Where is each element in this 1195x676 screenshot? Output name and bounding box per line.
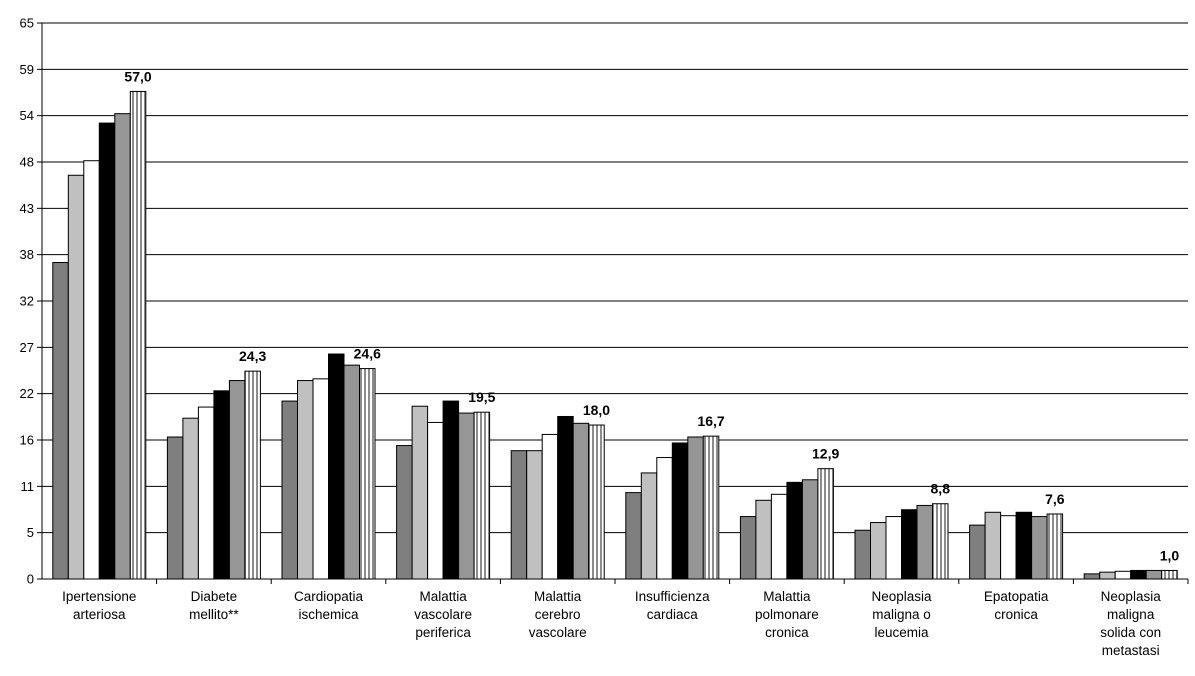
bar-white bbox=[1114, 570, 1132, 580]
y-tick-label: 16 bbox=[20, 433, 34, 448]
data-label: 19,5 bbox=[468, 389, 495, 405]
category-label: Malattia vascolare periferica bbox=[414, 589, 472, 640]
bar-gray bbox=[572, 422, 590, 580]
category-label: Diabete mellito** bbox=[189, 589, 239, 622]
bar-striped bbox=[244, 370, 261, 580]
bar-black bbox=[1015, 511, 1033, 580]
bar-striped bbox=[1161, 569, 1178, 580]
category-label: Malattia cerebro vascolare bbox=[529, 589, 587, 640]
category-label: Ipertensione arteriosa bbox=[62, 589, 136, 622]
bar-dark-gray bbox=[166, 436, 184, 580]
y-tick-label: 27 bbox=[20, 340, 34, 355]
bar-white bbox=[427, 421, 444, 580]
bar-light-gray bbox=[67, 174, 85, 580]
category-label: Cardiopatia ischemica bbox=[294, 589, 364, 622]
bar-black bbox=[98, 122, 116, 580]
data-label: 1,0 bbox=[1160, 547, 1180, 563]
bar-dark-gray bbox=[625, 492, 642, 580]
bar-striped bbox=[129, 90, 147, 580]
bar-gray bbox=[801, 479, 819, 580]
bar-white bbox=[656, 457, 673, 580]
bar-light-gray bbox=[870, 522, 887, 580]
y-tick-label: 43 bbox=[20, 201, 34, 216]
bar-black bbox=[557, 415, 574, 580]
bar-light-gray bbox=[526, 450, 543, 580]
bar-white bbox=[885, 516, 902, 580]
labels: 0 5 11 16 22 27 32 38 43 48 54 59 65 57,0 Ipertensione… bbox=[20, 16, 1180, 659]
bar-light-gray bbox=[182, 417, 199, 580]
bar-black bbox=[328, 353, 345, 580]
bar-light-gray bbox=[984, 511, 1002, 580]
bar-striped bbox=[932, 503, 949, 580]
data-label: 24,6 bbox=[354, 346, 381, 362]
bar-dark-gray bbox=[52, 262, 69, 580]
y-tick-label: 11 bbox=[21, 479, 35, 494]
bar-black bbox=[901, 509, 918, 580]
bar-dark-gray bbox=[739, 516, 757, 580]
bar-black bbox=[1130, 569, 1147, 580]
bar-striped bbox=[1046, 513, 1064, 580]
bar-striped bbox=[702, 435, 720, 580]
data-label: 7,6 bbox=[1045, 491, 1065, 507]
bar-gray bbox=[1145, 569, 1163, 580]
category-label: Neoplasia maligna solida con metastasi bbox=[1100, 589, 1161, 658]
bar-black bbox=[671, 442, 689, 580]
bar-light-gray bbox=[640, 472, 658, 580]
bar-dark-gray bbox=[969, 524, 986, 580]
bar-striped bbox=[817, 468, 834, 580]
y-tick-label: 59 bbox=[20, 62, 34, 77]
bar-light-gray bbox=[297, 380, 314, 580]
bar-striped bbox=[473, 411, 491, 580]
bar-dark-gray bbox=[510, 450, 528, 580]
y-tick-label: 54 bbox=[20, 108, 34, 123]
bar-white bbox=[1000, 515, 1017, 580]
bar-gray bbox=[916, 504, 933, 580]
bar-striped bbox=[588, 424, 605, 580]
y-tick-label: 22 bbox=[20, 386, 34, 401]
data-label: 16,7 bbox=[697, 413, 724, 429]
bar-striped bbox=[359, 368, 376, 580]
data-label: 12,9 bbox=[812, 446, 839, 462]
category-label: Malattia polmonare cronica bbox=[755, 589, 819, 640]
y-tick-label: 38 bbox=[20, 247, 34, 262]
bar-white bbox=[312, 378, 329, 580]
y-tick-label: 65 bbox=[20, 16, 34, 31]
bar-dark-gray bbox=[396, 445, 413, 580]
bar-white bbox=[83, 160, 100, 580]
bar-black bbox=[213, 390, 230, 580]
bar-dark-gray bbox=[281, 400, 298, 580]
data-label: 24,3 bbox=[239, 348, 266, 364]
bar-gray bbox=[343, 364, 360, 580]
bars bbox=[52, 90, 1178, 580]
bar-black bbox=[442, 400, 460, 580]
bar-white bbox=[541, 433, 559, 580]
bar-gray bbox=[458, 412, 475, 580]
category-label: Neoplasia maligna o leucemia bbox=[871, 589, 932, 640]
y-tick-label: 5 bbox=[27, 525, 34, 540]
bar-gray bbox=[687, 436, 704, 580]
bar-dark-gray bbox=[854, 529, 871, 580]
bar-white bbox=[770, 493, 788, 580]
bar-gray bbox=[1031, 516, 1048, 580]
data-label: 8,8 bbox=[931, 481, 951, 497]
bar-dark-gray bbox=[1083, 573, 1101, 580]
bar-gray bbox=[228, 380, 246, 580]
y-tick-label: 32 bbox=[20, 294, 34, 309]
y-tick-label: 0 bbox=[27, 572, 34, 587]
bar-gray bbox=[114, 113, 131, 580]
data-label: 18,0 bbox=[583, 402, 610, 418]
bar-light-gray bbox=[755, 499, 772, 580]
data-label: 57,0 bbox=[124, 68, 151, 84]
category-label: Epatopatia cronica bbox=[984, 589, 1049, 622]
bar-white bbox=[197, 406, 215, 580]
bar-light-gray bbox=[411, 405, 429, 580]
y-tick-label: 48 bbox=[20, 155, 34, 170]
category-label: Insufficienza cardiaca bbox=[635, 589, 710, 622]
bar-light-gray bbox=[1099, 571, 1116, 580]
bar-black bbox=[786, 481, 803, 580]
